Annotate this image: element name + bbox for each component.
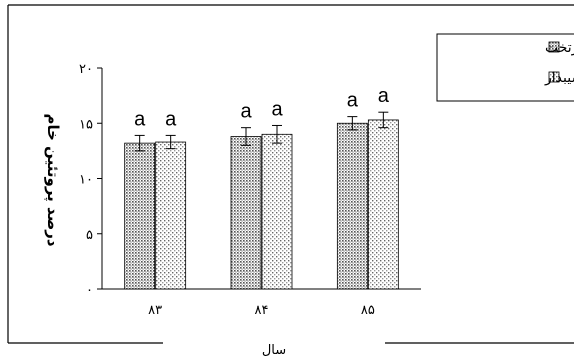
y-tick-label: ۰ <box>86 283 93 298</box>
error-bar <box>241 127 251 146</box>
significance-label: a <box>240 101 252 123</box>
bar-series-2 <box>367 119 399 290</box>
bar-series-1 <box>230 136 262 290</box>
bar-series-2 <box>261 133 293 290</box>
y-axis-title: درصد پروتئین خام <box>43 113 62 246</box>
significance-label: a <box>347 90 359 112</box>
legend-swatch-series-2 <box>548 71 560 83</box>
x-tick-label: ۸۵ <box>361 303 375 318</box>
significance-label: a <box>378 85 390 107</box>
significance-label: a <box>134 108 146 130</box>
bar-series-1 <box>124 142 156 290</box>
bar-series-2 <box>155 141 187 290</box>
error-bar <box>165 134 176 150</box>
legend-label-series-1: بلوک سرتخت <box>545 40 574 56</box>
x-axis-title: سال <box>262 343 286 358</box>
error-bar <box>134 134 145 152</box>
legend: بلوک سرتخت بلوک شیبدار <box>436 33 574 102</box>
error-bar <box>347 116 358 131</box>
legend-label-series-2: بلوک شیبدار <box>544 70 574 86</box>
bar-series-1 <box>336 122 368 290</box>
significance-label: a <box>271 98 283 120</box>
significance-label: a <box>165 108 177 130</box>
x-tick-label: ۸۳ <box>148 303 162 318</box>
error-bar <box>378 111 389 129</box>
outer-frame <box>7 4 574 344</box>
y-tick-label: ۵ <box>86 228 93 243</box>
legend-swatch-series-1 <box>548 41 560 53</box>
y-tick-label: ۱۵ <box>79 117 93 132</box>
y-tick-label: ۱۰ <box>79 173 93 188</box>
y-tick-label: ۲۰ <box>79 62 93 77</box>
error-bar <box>272 124 282 144</box>
x-tick-label: ۸۴ <box>255 303 269 318</box>
